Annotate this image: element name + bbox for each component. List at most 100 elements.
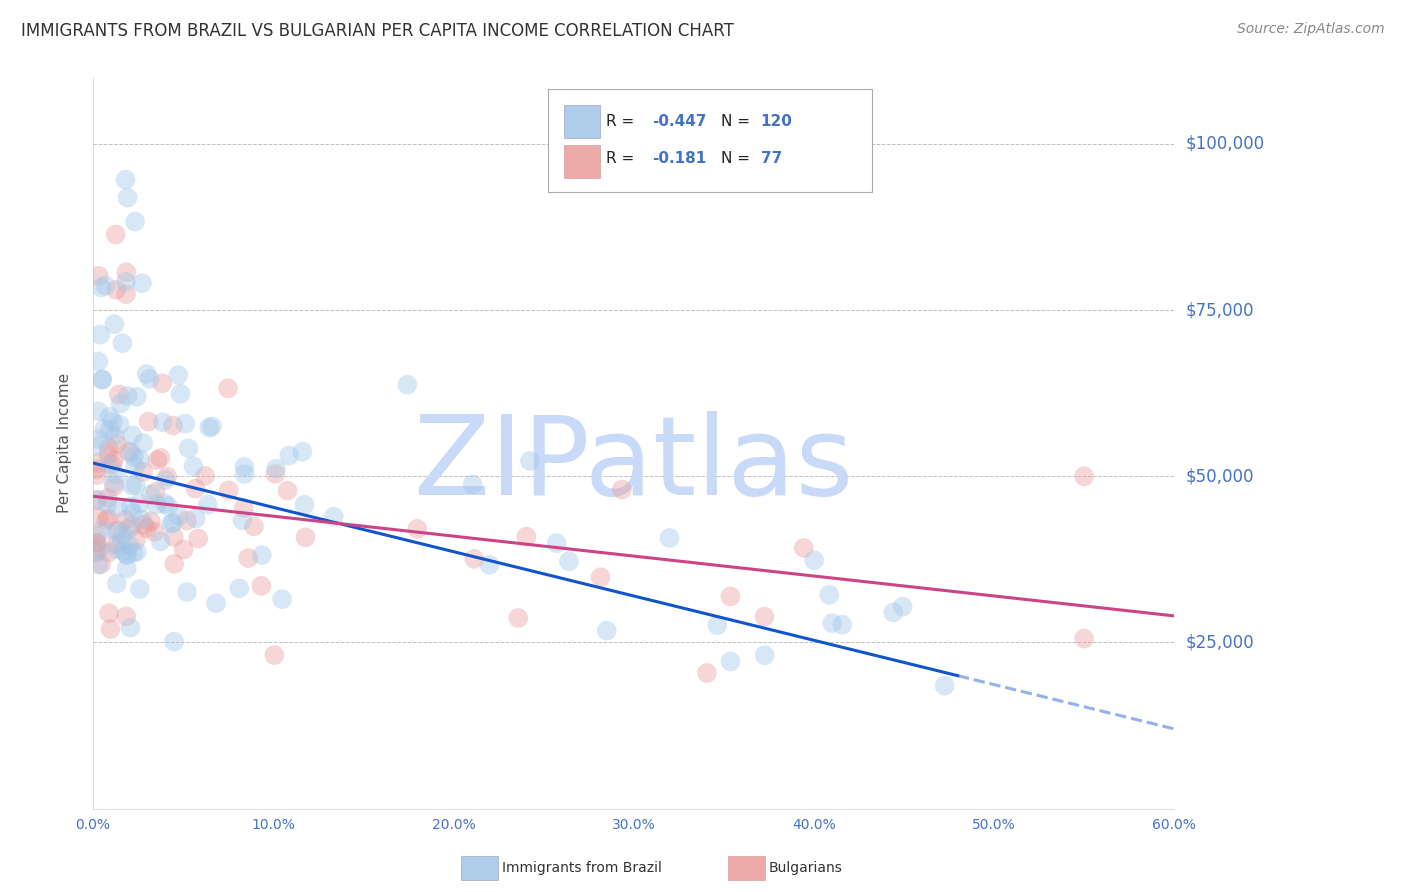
Point: [157, 499, 180, 513]
Point: [90, 372, 112, 386]
Point: [803, 553, 825, 567]
Point: [233, 459, 256, 474]
Point: [86, 468, 108, 483]
Point: [177, 442, 200, 456]
Point: [271, 592, 294, 607]
Y-axis label: Per Capita Income: Per Capita Income: [58, 373, 72, 513]
Point: [519, 454, 541, 468]
Point: [91, 372, 114, 386]
Point: [87, 439, 110, 453]
Text: Source: ZipAtlas.com: Source: ZipAtlas.com: [1237, 22, 1385, 37]
Point: [706, 618, 728, 632]
Point: [658, 531, 681, 545]
Point: [218, 483, 240, 498]
Point: [149, 450, 172, 465]
Point: [97, 511, 120, 525]
Point: [184, 482, 207, 496]
Text: Bulgarians: Bulgarians: [769, 861, 844, 875]
Point: [198, 420, 221, 434]
Point: [114, 513, 136, 527]
Point: [232, 501, 254, 516]
Point: [461, 477, 484, 491]
Point: [89, 327, 111, 342]
Point: [103, 479, 125, 493]
Point: [104, 227, 127, 242]
Point: [891, 599, 914, 614]
Point: [105, 576, 128, 591]
Point: [103, 476, 125, 491]
Point: [114, 172, 136, 186]
Point: [163, 634, 186, 648]
Point: [104, 524, 127, 539]
Point: [97, 447, 120, 461]
Point: [278, 449, 301, 463]
Point: [100, 622, 122, 636]
Point: [145, 498, 167, 512]
Point: [276, 483, 298, 498]
Point: [90, 280, 112, 294]
Point: [112, 544, 135, 558]
Point: [463, 551, 485, 566]
Point: [184, 511, 207, 525]
Point: [87, 432, 110, 446]
Text: $25,000: $25,000: [1185, 633, 1254, 651]
Point: [201, 419, 224, 434]
Point: [87, 558, 110, 572]
Text: N =: N =: [721, 152, 755, 166]
Point: [87, 354, 110, 368]
Text: $100,000: $100,000: [1185, 135, 1264, 153]
Point: [406, 522, 429, 536]
Point: [132, 517, 155, 532]
Point: [696, 665, 718, 680]
Point: [610, 483, 633, 497]
Point: [231, 513, 253, 527]
Point: [94, 278, 117, 293]
Point: [101, 415, 124, 429]
Point: [264, 467, 287, 481]
Text: $50,000: $50,000: [1185, 467, 1254, 485]
Point: [87, 404, 110, 418]
Point: [176, 585, 198, 599]
Point: [135, 367, 157, 381]
Point: [86, 529, 108, 543]
Point: [115, 548, 138, 562]
Point: [86, 462, 108, 476]
Point: [138, 372, 160, 386]
Point: [396, 377, 419, 392]
Point: [86, 456, 108, 470]
Point: [124, 478, 146, 492]
Point: [122, 546, 145, 560]
Point: [156, 469, 179, 483]
Point: [146, 453, 169, 467]
Point: [117, 191, 139, 205]
Point: [121, 519, 143, 533]
Point: [87, 268, 110, 283]
Point: [478, 558, 501, 572]
Point: [818, 588, 841, 602]
Point: [131, 277, 153, 291]
Point: [96, 513, 118, 527]
Point: [121, 478, 143, 492]
Point: [183, 459, 205, 474]
Point: [153, 496, 176, 510]
Text: 120: 120: [761, 114, 793, 128]
Point: [111, 526, 134, 541]
Point: [125, 545, 148, 559]
Point: [831, 617, 853, 632]
Point: [87, 543, 110, 558]
Point: [139, 487, 162, 501]
Text: $75,000: $75,000: [1185, 301, 1254, 319]
Point: [1073, 632, 1095, 646]
Point: [115, 561, 138, 575]
Point: [217, 381, 239, 395]
Point: [97, 491, 120, 505]
Text: -0.181: -0.181: [652, 152, 707, 166]
Point: [97, 442, 120, 456]
Point: [718, 590, 741, 604]
Point: [103, 453, 125, 467]
Point: [322, 509, 344, 524]
Point: [718, 655, 741, 669]
Point: [176, 514, 198, 528]
Point: [115, 265, 138, 279]
Point: [110, 396, 132, 410]
